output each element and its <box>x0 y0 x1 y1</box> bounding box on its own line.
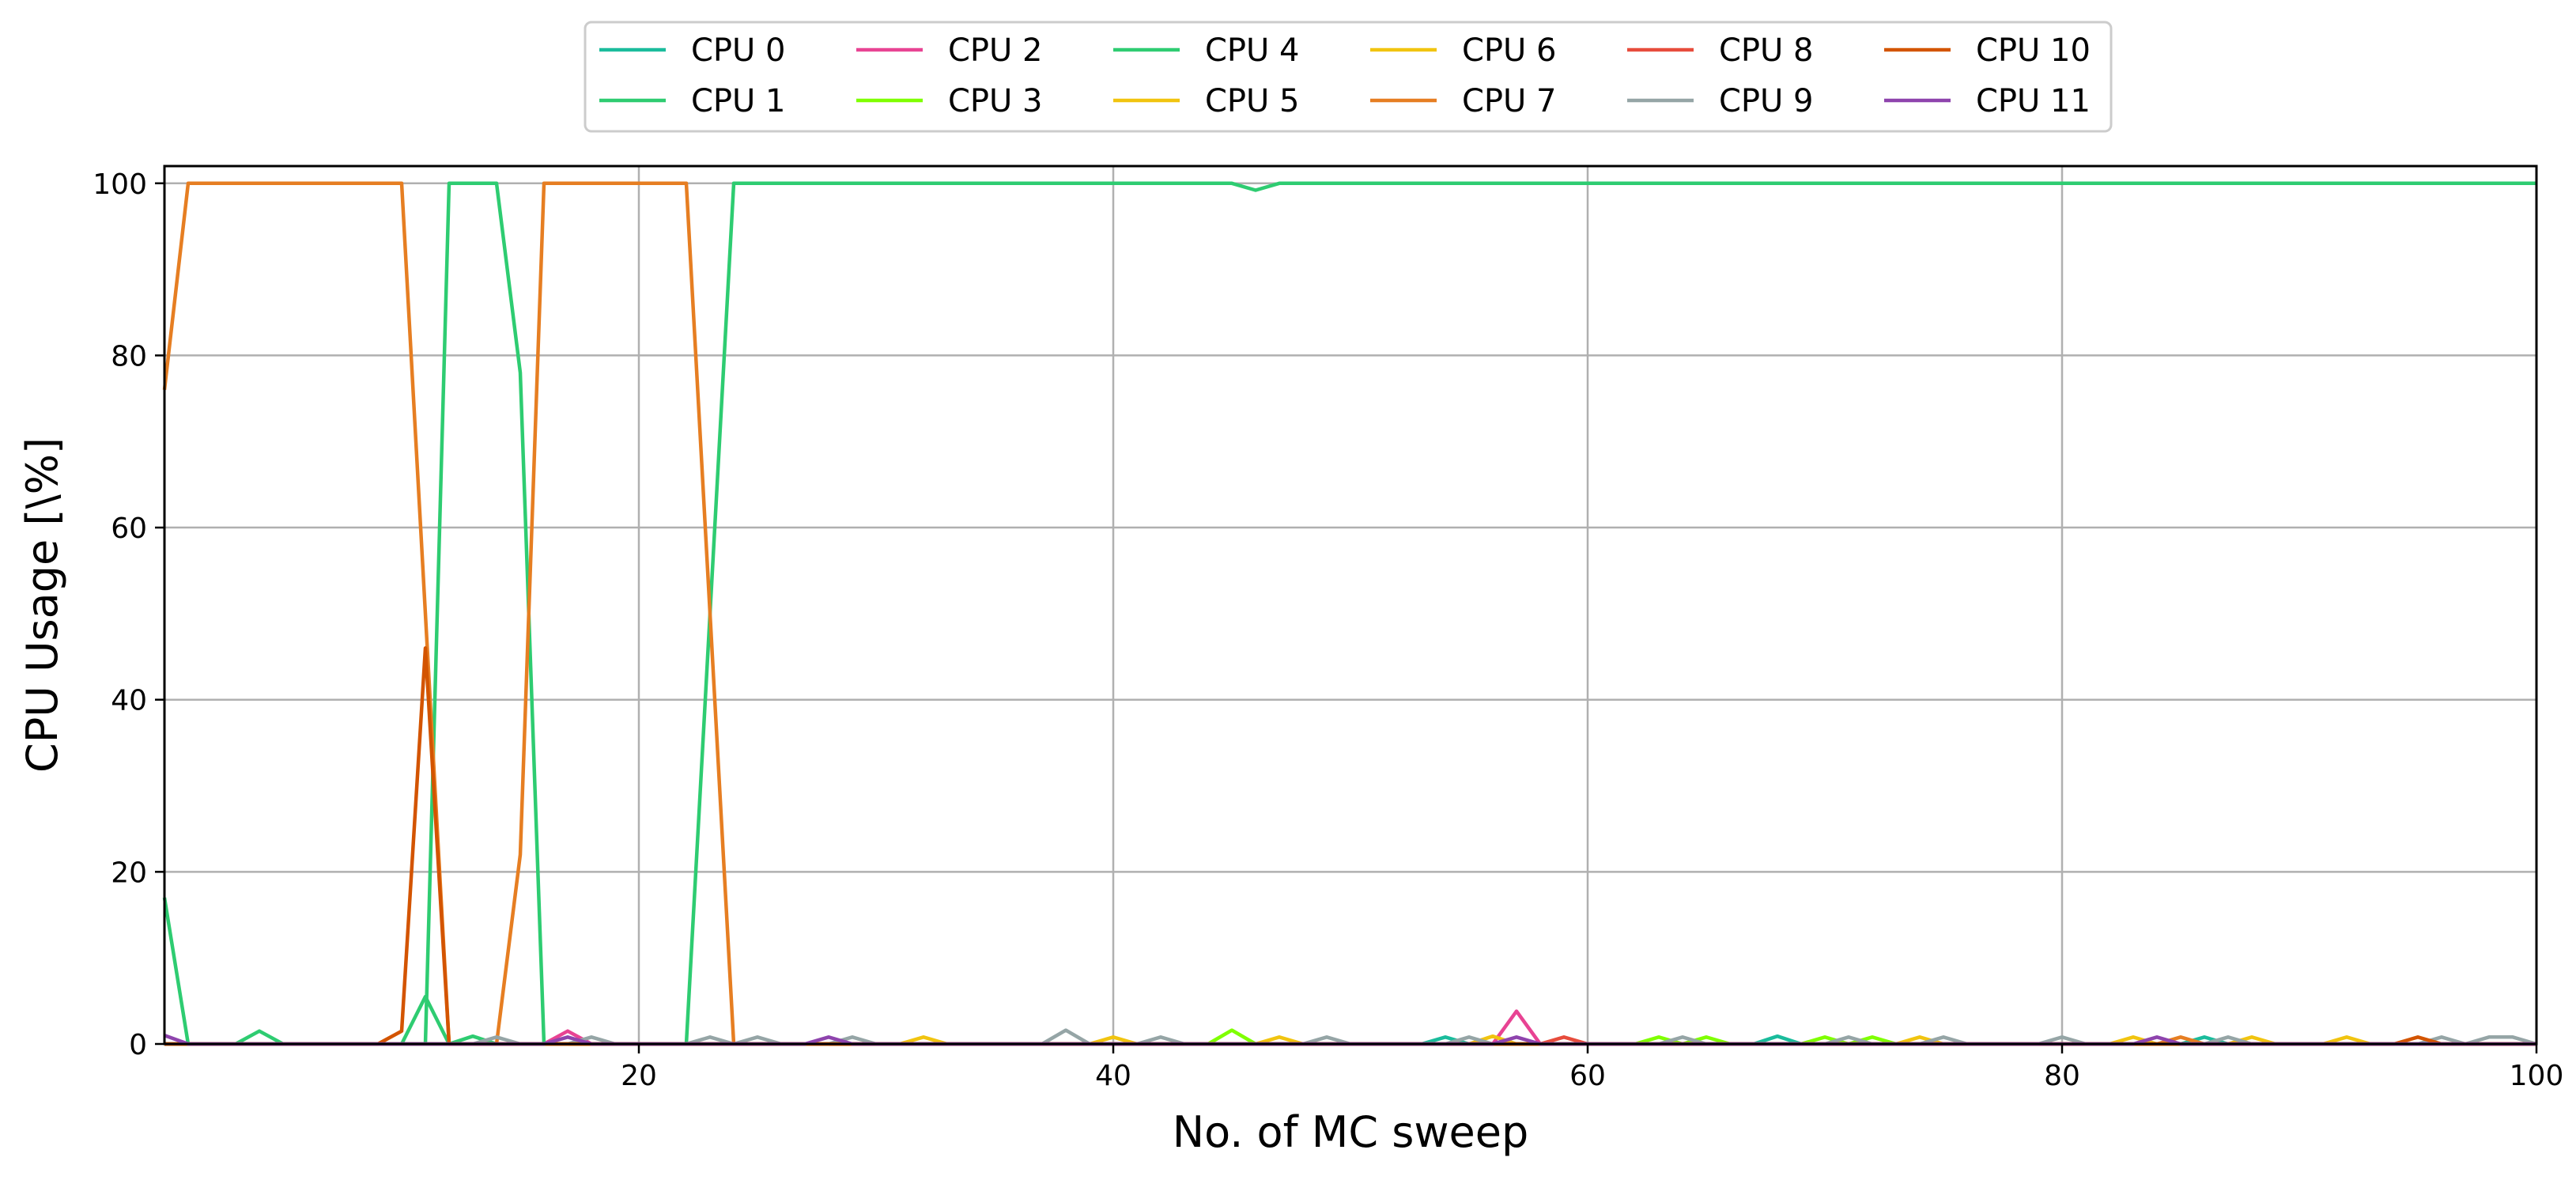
axis-ticks: 20 40 60 80 100 0 20 40 60 80 100 <box>93 168 2563 1092</box>
y-tick-label: 80 <box>111 340 147 373</box>
y-tick-label: 40 <box>111 685 147 717</box>
legend-label: CPU 9 <box>1719 83 1814 119</box>
legend-label: CPU 7 <box>1462 83 1557 119</box>
x-tick-label: 100 <box>2510 1060 2564 1092</box>
grid <box>164 166 2538 1046</box>
legend-label: CPU 6 <box>1462 32 1557 69</box>
legend-frame <box>584 21 2113 133</box>
series-lines <box>162 181 2537 1046</box>
legend-label: CPU 3 <box>948 83 1043 119</box>
series-line-cpu-2 <box>164 1009 2536 1046</box>
legend: CPU 0 CPU 1 CPU 2 CPU 3 CPU 4 CPU 5 CPU 6 CPU 7… <box>584 21 2113 133</box>
y-tick-label: 0 <box>129 1029 147 1061</box>
x-tick-label: 40 <box>1095 1060 1131 1092</box>
x-tick-label: 60 <box>1569 1060 1606 1092</box>
y-tick-label: 100 <box>93 168 147 201</box>
x-tick-label: 20 <box>621 1060 657 1092</box>
legend-label: CPU 0 <box>691 32 786 69</box>
legend-label: CPU 10 <box>1976 32 2091 69</box>
legend-label: CPU 2 <box>948 32 1043 69</box>
y-tick-label: 20 <box>111 857 147 889</box>
legend-label: CPU 5 <box>1205 83 1300 119</box>
x-tick-label: 80 <box>2044 1060 2080 1092</box>
y-tick-label: 60 <box>111 512 147 545</box>
series-line-cpu-4 <box>164 181 2536 1046</box>
legend-label: CPU 8 <box>1719 32 1814 69</box>
y-axis-label: CPU Usage [\%] <box>17 437 67 773</box>
legend-label: CPU 1 <box>691 83 786 119</box>
legend-label: CPU 4 <box>1205 32 1300 69</box>
x-axis-label: No. of MC sweep <box>1173 1107 1529 1157</box>
series-line-cpu-0 <box>164 1034 2536 1046</box>
series-line-cpu-7 <box>162 181 2536 1046</box>
series-line-cpu-1 <box>162 897 2536 1046</box>
plot-frame <box>163 165 2538 1046</box>
series-line-cpu-3 <box>164 1028 2536 1046</box>
legend-label: CPU 11 <box>1976 83 2091 119</box>
